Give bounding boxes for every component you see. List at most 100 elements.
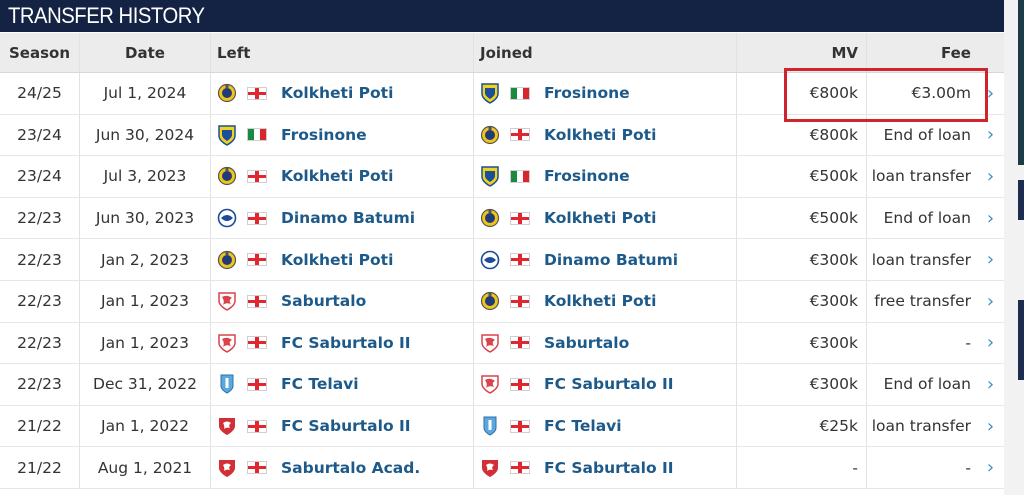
left-club-link[interactable]: FC Telavi	[281, 375, 359, 394]
kolkheti-poti-crest-icon	[217, 249, 237, 271]
chevron-right-icon[interactable]: ›	[986, 290, 995, 312]
chevron-right-icon[interactable]: ›	[986, 165, 995, 187]
fee-value: loan transfer	[871, 417, 971, 436]
joined-club-cell: Kolkheti Poti	[474, 197, 737, 239]
left-club-cell: Kolkheti Poti	[211, 239, 474, 280]
georgia-flag-icon	[247, 169, 267, 183]
transfer-table: Season Date Left Joined MV Fee 24/25 Jul …	[0, 33, 1004, 489]
left-club-cell: FC Saburtalo II	[211, 322, 474, 364]
date-value: Jul 3, 2023	[103, 167, 187, 186]
page-side-strip	[1004, 0, 1024, 495]
fee-cell: loan transfer	[867, 156, 977, 197]
column-header-left[interactable]: Left	[211, 33, 474, 72]
fee-value: loan transfer	[871, 250, 971, 269]
joined-club-link[interactable]: Saburtalo	[544, 333, 630, 352]
chevron-right-icon[interactable]: ›	[986, 124, 995, 146]
fee-cell: loan transfer	[867, 406, 977, 447]
left-club-link[interactable]: FC Saburtalo II	[281, 333, 411, 352]
market-value-cell: €300k	[737, 322, 867, 364]
row-details-link[interactable]: ›	[977, 281, 1004, 322]
joined-club-link[interactable]: Kolkheti Poti	[544, 209, 657, 228]
market-value-cell: €300k	[737, 364, 867, 405]
joined-club-link[interactable]: Kolkheti Poti	[544, 125, 657, 144]
georgia-flag-icon	[510, 211, 530, 225]
date-cell: Jan 1, 2022	[80, 405, 211, 447]
saburtalo-red-crest-icon	[217, 457, 237, 479]
joined-club-link[interactable]: Dinamo Batumi	[544, 250, 679, 269]
chevron-right-icon[interactable]: ›	[986, 207, 995, 229]
fee-cell: loan transfer	[867, 239, 977, 280]
table-row: 22/23 Jan 1, 2023 FC Saburtalo II Saburtalo…	[0, 322, 1004, 365]
left-club-link[interactable]: Frosinone	[281, 125, 367, 144]
season-cell: 21/22	[0, 447, 80, 488]
chevron-right-icon[interactable]: ›	[986, 415, 995, 437]
joined-club-link[interactable]: FC Saburtalo II	[544, 375, 674, 394]
left-club-link[interactable]: Saburtalo Acad.	[281, 458, 421, 477]
joined-club-link[interactable]: Kolkheti Poti	[544, 292, 657, 311]
row-details-link[interactable]: ›	[977, 447, 1004, 488]
georgia-flag-icon	[247, 377, 267, 391]
row-details-link[interactable]: ›	[977, 115, 1004, 156]
row-details-link[interactable]: ›	[977, 364, 1004, 405]
left-club-link[interactable]: Kolkheti Poti	[281, 250, 394, 269]
season-value: 22/23	[17, 333, 62, 352]
joined-club-cell: FC Saburtalo II	[474, 364, 737, 405]
left-club-link[interactable]: FC Saburtalo II	[281, 417, 411, 436]
chevron-right-icon[interactable]: ›	[986, 457, 995, 479]
date-value: Dec 31, 2022	[93, 375, 197, 394]
date-cell: Jan 2, 2023	[80, 239, 211, 280]
georgia-flag-icon	[247, 211, 267, 225]
georgia-flag-icon	[247, 419, 267, 433]
georgia-flag-icon	[247, 86, 267, 100]
row-details-link[interactable]: ›	[977, 73, 1004, 114]
market-value: €800k	[809, 84, 858, 103]
georgia-flag-icon	[247, 294, 267, 308]
italy-flag-icon	[510, 169, 530, 183]
season-value: 24/25	[17, 84, 62, 103]
market-value-cell: €500k	[737, 156, 867, 197]
date-value: Jan 2, 2023	[101, 250, 189, 269]
joined-club-link[interactable]: FC Saburtalo II	[544, 458, 674, 477]
market-value-cell: €800k	[737, 73, 867, 114]
row-details-link[interactable]: ›	[977, 198, 1004, 239]
column-header-joined[interactable]: Joined	[474, 33, 737, 72]
joined-club-link[interactable]: Frosinone	[544, 167, 630, 186]
left-club-cell: FC Telavi	[211, 364, 474, 405]
column-header-mv[interactable]: MV	[737, 33, 867, 72]
georgia-flag-icon	[510, 419, 530, 433]
fee-cell: free transfer	[867, 281, 977, 322]
left-club-cell: Saburtalo	[211, 280, 474, 322]
joined-club-cell: FC Saburtalo II	[474, 447, 737, 488]
column-header-date[interactable]: Date	[80, 33, 211, 72]
chevron-right-icon[interactable]: ›	[986, 332, 995, 354]
chevron-right-icon[interactable]: ›	[986, 249, 995, 271]
season-cell: 22/23	[0, 322, 80, 364]
left-club-link[interactable]: Kolkheti Poti	[281, 84, 394, 103]
joined-club-link[interactable]: Frosinone	[544, 84, 630, 103]
row-details-link[interactable]: ›	[977, 323, 1004, 364]
market-value: €300k	[809, 375, 858, 394]
joined-club-cell: Saburtalo	[474, 322, 737, 364]
left-club-link[interactable]: Dinamo Batumi	[281, 209, 416, 228]
joined-club-link[interactable]: FC Telavi	[544, 417, 622, 436]
table-row: 22/23 Jan 2, 2023 Kolkheti Poti Dinamo Batu…	[0, 239, 1004, 281]
date-cell: Jan 1, 2023	[80, 322, 211, 364]
row-details-link[interactable]: ›	[977, 239, 1004, 280]
row-details-link[interactable]: ›	[977, 406, 1004, 447]
row-details-link[interactable]: ›	[977, 156, 1004, 197]
table-row: 23/24 Jun 30, 2024 Frosinone Kolkheti Poti €…	[0, 114, 1004, 157]
column-header-season[interactable]: Season	[0, 33, 80, 72]
chevron-right-icon[interactable]: ›	[986, 82, 995, 104]
joined-club-cell: Kolkheti Poti	[474, 280, 737, 322]
season-cell: 24/25	[0, 73, 80, 114]
georgia-flag-icon	[510, 336, 530, 350]
left-club-link[interactable]: Saburtalo	[281, 292, 367, 311]
georgia-flag-icon	[510, 128, 530, 142]
chevron-right-icon[interactable]: ›	[986, 373, 995, 395]
frosinone-crest-icon	[480, 165, 500, 188]
left-club-link[interactable]: Kolkheti Poti	[281, 167, 394, 186]
column-header-fee[interactable]: Fee	[941, 43, 971, 62]
table-row: 21/22 Jan 1, 2022 FC Saburtalo II FC Telavi…	[0, 405, 1004, 448]
fee-value: -	[965, 333, 971, 352]
market-value-cell: €25k	[737, 405, 867, 447]
